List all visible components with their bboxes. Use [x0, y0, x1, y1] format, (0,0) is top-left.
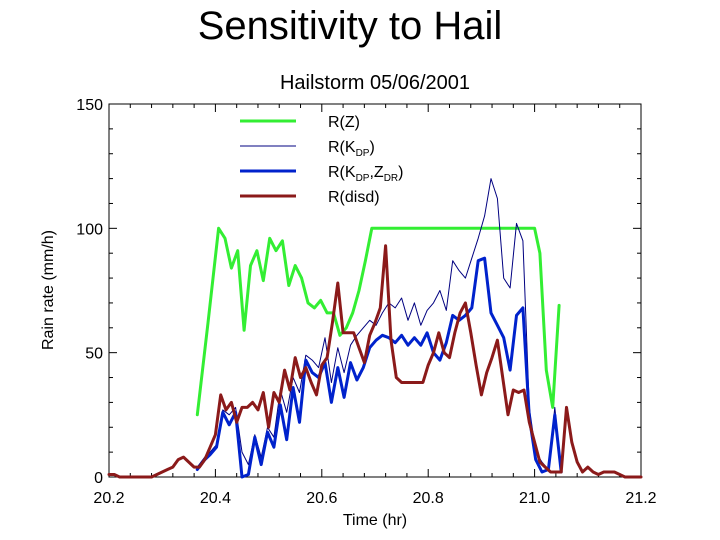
- legend-label-text: ): [369, 139, 374, 156]
- x-tick-label: 20.4: [200, 490, 231, 507]
- legend-label-text: R(K: [328, 164, 356, 181]
- legend-label: R(disd): [328, 189, 380, 206]
- legend-label-text: ,Z: [369, 164, 383, 181]
- series-line-r-z: [195, 226, 561, 417]
- legend-label-subscript: DP: [356, 148, 370, 159]
- legend: R(Z)R(KDP)R(KDP,ZDR)R(disd): [240, 114, 403, 206]
- legend-label-text: ): [398, 164, 403, 181]
- slide-title: Sensitivity to Hail: [197, 4, 503, 48]
- plot-frame: [108, 103, 642, 478]
- series-line-r-kdp: [196, 178, 562, 470]
- legend-label-text: R(K: [328, 139, 356, 156]
- legend-label-text: R(disd): [328, 189, 380, 206]
- x-tick-label: 21.2: [625, 490, 656, 507]
- x-axis-label: Time (hr): [343, 512, 407, 529]
- legend-label-text: R(Z): [328, 114, 360, 131]
- y-tick-label: 0: [94, 470, 103, 487]
- y-tick-label: 100: [76, 221, 103, 238]
- series-line-r-disd: [107, 244, 643, 479]
- axis-tick-labels: 20.2 20.4 20.6 20.8 21.0 21.2 0 50 100 150: [76, 97, 656, 507]
- legend-label-subscript: DP: [356, 173, 370, 184]
- x-tick-label: 20.8: [413, 490, 444, 507]
- chart-title: Hailstorm 05/06/2001: [280, 72, 470, 94]
- series-lines: [107, 178, 643, 479]
- x-tick-label: 20.6: [306, 490, 337, 507]
- y-axis-label: Rain rate (mm/h): [40, 230, 57, 350]
- x-tick-label: 21.0: [519, 490, 550, 507]
- legend-label: R(KDP): [328, 139, 375, 159]
- x-tick-label: 20.2: [93, 490, 124, 507]
- legend-label: R(Z): [328, 114, 360, 131]
- legend-label: R(KDP,ZDR): [328, 164, 403, 184]
- axis-ticks: [108, 103, 642, 478]
- y-tick-label: 50: [85, 346, 103, 363]
- series-line-r-kdp-zdr: [195, 256, 563, 479]
- y-tick-label: 150: [76, 97, 103, 114]
- legend-label-subscript: DR: [384, 173, 398, 184]
